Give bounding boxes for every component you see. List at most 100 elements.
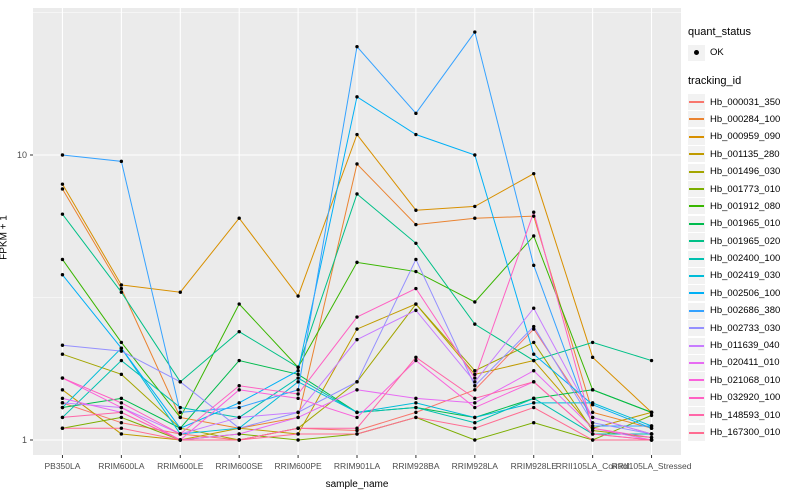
data-point <box>119 349 124 353</box>
data-point <box>296 380 300 384</box>
data-point <box>532 358 536 363</box>
legend-key-swatch <box>688 181 705 198</box>
data-point <box>473 380 477 384</box>
data-point <box>414 286 418 291</box>
legend-item-Hb_148593_010[interactable]: Hb_148593_010 <box>688 406 800 424</box>
data-point <box>296 432 300 436</box>
legend-item-Hb_020411_010[interactable]: Hb_020411_010 <box>688 354 800 371</box>
legend-item-Hb_001965_010[interactable]: Hb_001965_010 <box>688 215 800 232</box>
legend-item-label: Hb_000031_350 <box>710 96 781 108</box>
legend-item-Hb_000959_090[interactable]: Hb_000959_090 <box>688 128 800 145</box>
data-point <box>296 372 300 377</box>
legend-item-Hb_021068_010[interactable]: Hb_021068_010 <box>688 372 800 389</box>
legend-item-Hb_002400_100[interactable]: Hb_002400_100 <box>688 250 800 267</box>
data-point <box>473 216 477 220</box>
legend-item-label: Hb_001965_020 <box>710 235 781 247</box>
data-point <box>296 365 300 369</box>
data-point <box>355 380 359 384</box>
legend-item-Hb_167300_010[interactable]: Hb_167300_010 <box>688 424 800 441</box>
data-point <box>414 358 418 363</box>
legend-item-label: Hb_002419_030 <box>710 270 781 282</box>
quant-status-legend-title: quant_status <box>688 26 751 38</box>
legend-item-label: Hb_001912_080 <box>710 200 781 212</box>
data-point <box>119 396 124 401</box>
data-point <box>296 396 300 401</box>
legend-item-Hb_011639_040[interactable]: Hb_011639_040 <box>688 337 800 354</box>
data-point <box>473 396 477 401</box>
legend-item-Hb_002733_030[interactable]: Hb_002733_030 <box>688 319 800 337</box>
data-point <box>414 111 418 116</box>
quant-status-legend-item[interactable]: OK <box>688 44 800 61</box>
data-point <box>178 432 182 436</box>
data-point <box>355 260 359 265</box>
data-point <box>296 294 300 298</box>
legend-item-Hb_000284_100[interactable]: Hb_000284_100 <box>688 111 800 128</box>
series-color-line-icon <box>689 414 704 417</box>
legend-item-Hb_002506_100[interactable]: Hb_002506_100 <box>688 285 800 302</box>
data-point <box>60 388 65 392</box>
series-color-line-icon <box>689 240 704 243</box>
data-point <box>473 438 477 442</box>
data-point <box>532 405 536 410</box>
data-point <box>178 380 182 384</box>
data-point <box>60 182 65 186</box>
series-color-line-icon <box>689 274 704 277</box>
data-point <box>237 216 241 220</box>
data-point <box>473 421 477 425</box>
data-point <box>178 405 182 410</box>
legend-key-swatch <box>688 285 705 302</box>
legend-item-label: Hb_002400_100 <box>710 253 781 265</box>
x-tick-label: RRIM600LE <box>157 461 204 471</box>
data-point <box>119 432 124 436</box>
series-color-line-icon <box>689 309 704 312</box>
legend-item-Hb_001965_020[interactable]: Hb_001965_020 <box>688 233 800 250</box>
series-color-line-icon <box>689 292 704 295</box>
data-point <box>414 410 418 415</box>
data-point <box>532 380 536 384</box>
x-tick-label: RRIM928LA <box>452 461 499 471</box>
legend-item-Hb_001135_280[interactable]: Hb_001135_280 <box>688 146 800 163</box>
legend-key-swatch <box>688 233 705 250</box>
data-point <box>60 376 65 380</box>
legend-item-Hb_032920_100[interactable]: Hb_032920_100 <box>688 389 800 406</box>
legend-item-label: Hb_000284_100 <box>710 113 781 125</box>
data-point <box>60 257 65 262</box>
legend-spacer <box>688 61 800 75</box>
data-point <box>119 421 124 425</box>
data-point <box>296 438 300 442</box>
legend-item-Hb_001912_080[interactable]: Hb_001912_080 <box>688 198 800 215</box>
legend-item-Hb_000031_350[interactable]: Hb_000031_350 <box>688 93 800 111</box>
data-point <box>119 410 124 415</box>
series-color-line-icon <box>689 257 704 260</box>
data-point <box>590 415 595 420</box>
data-point <box>60 212 65 216</box>
data-point <box>119 372 124 377</box>
legend-item-label: Hb_001496_030 <box>710 166 781 178</box>
data-point <box>296 415 300 420</box>
data-point <box>119 286 124 291</box>
series-color-line-icon <box>689 101 704 104</box>
data-point <box>414 401 418 405</box>
legend-item-Hb_002686_380[interactable]: Hb_002686_380 <box>688 302 800 319</box>
data-point <box>355 315 359 319</box>
data-point <box>532 171 536 176</box>
legend-key-swatch <box>688 250 705 267</box>
legend-key-swatch <box>688 389 705 406</box>
series-color-line-icon <box>689 170 704 173</box>
legend-item-Hb_001496_030[interactable]: Hb_001496_030 <box>688 163 800 180</box>
x-tick-label: RRII105LA_Stressed <box>612 461 692 471</box>
data-point <box>60 405 65 410</box>
legend-key-swatch <box>688 128 705 145</box>
series-color-line-icon <box>689 327 704 330</box>
data-point <box>414 132 418 137</box>
legend-item-Hb_002419_030[interactable]: Hb_002419_030 <box>688 267 800 284</box>
quant-status-key <box>688 44 705 61</box>
data-point <box>590 388 595 392</box>
data-point <box>237 401 241 405</box>
data-point <box>296 410 300 415</box>
legend-item-Hb_001773_010[interactable]: Hb_001773_010 <box>688 180 800 198</box>
data-point <box>532 340 536 345</box>
legend-key-swatch <box>688 94 705 111</box>
data-point <box>60 352 65 356</box>
data-point <box>119 405 124 410</box>
